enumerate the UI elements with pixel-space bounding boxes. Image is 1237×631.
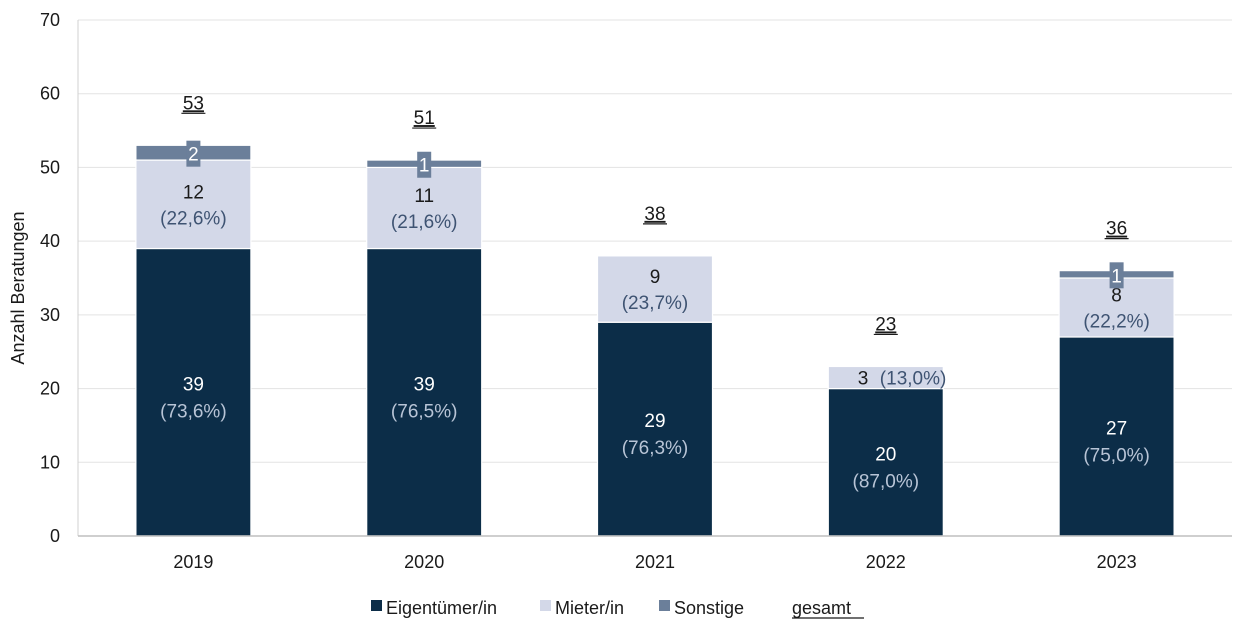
owner-percent-label: (87,0%) [853, 471, 920, 492]
tenant-percent-label: (21,6%) [391, 212, 458, 233]
tenant-value-label: 12 [183, 182, 204, 203]
owner-value-label: 20 [875, 444, 896, 465]
y-tick-label: 10 [40, 452, 60, 472]
legend-swatch [659, 600, 670, 611]
bar-segment-owner [827, 387, 944, 537]
owner-percent-label: (76,5%) [391, 401, 458, 422]
tenant-percent-label: (22,6%) [160, 208, 227, 229]
legend-item: Sonstige [659, 598, 744, 618]
bar-segment-tenant [366, 166, 483, 250]
tenant-percent-label: (23,7%) [622, 293, 689, 314]
other-label-box [417, 151, 432, 178]
legend-label: gesamt [792, 598, 851, 618]
bar-segment-tenant [827, 365, 944, 390]
tenant-value-label: 11 [414, 186, 434, 207]
owner-value-label: 39 [183, 374, 204, 395]
legend-swatch [540, 600, 551, 611]
y-tick-label: 20 [40, 379, 60, 399]
x-tick-label: 2023 [1097, 552, 1137, 572]
y-tick-label: 50 [40, 157, 60, 177]
x-tick-label: 2020 [404, 552, 444, 572]
tenant-value-label: 8 [1111, 285, 1122, 306]
bar-segment-tenant [135, 159, 252, 250]
legend-label: Sonstige [674, 598, 744, 618]
y-tick-label: 40 [40, 231, 60, 251]
total-label: 38 [644, 204, 665, 225]
legend-item: Eigentümer/in [371, 598, 497, 618]
other-label-box [186, 140, 201, 167]
data-labels: 39(73,6%)39(76,5%) 29(76,3%) 20(87,0%)27(7… [160, 93, 1150, 492]
legend-item: Mieter/in [540, 598, 624, 618]
y-tick-label: 60 [40, 84, 60, 104]
x-tick-label: 2022 [866, 552, 906, 572]
legend-item: gesamt [792, 598, 864, 619]
tenant-value-label: 9 [650, 267, 661, 288]
legend-label: Eigentümer/in [386, 598, 497, 618]
total-label: 53 [183, 93, 204, 114]
other-label-box [1109, 262, 1124, 289]
y-tick-label: 0 [50, 526, 60, 546]
total-label: 23 [875, 314, 896, 335]
legend-label: Mieter/in [555, 598, 624, 618]
tenant-value-label: 3 [858, 369, 869, 390]
x-tick-label: 2021 [635, 552, 675, 572]
bar-segment-tenant [596, 255, 714, 323]
owner-percent-label: (73,6%) [160, 401, 227, 422]
owner-value-label: 27 [1106, 418, 1127, 439]
owner-percent-label: (76,3%) [622, 438, 689, 459]
legend: Eigentümer/in Mieter/in Sonstige gesamt [371, 598, 864, 619]
total-label: 51 [414, 108, 435, 129]
y-tick-label: 30 [40, 305, 60, 325]
y-tick-label: 70 [40, 10, 60, 30]
other-value-label: 1 [419, 156, 430, 177]
other-value-label: 1 [1111, 266, 1122, 287]
tenant-percent-label: (13,0%) [880, 369, 947, 390]
y-axis-title: Anzahl Beratungen [8, 211, 28, 364]
other-value-label: 2 [188, 145, 199, 166]
x-tick-label: 2019 [173, 552, 213, 572]
bar-segment-owner [1058, 336, 1175, 537]
owner-value-label: 29 [644, 411, 665, 432]
legend-swatch [371, 600, 382, 611]
total-label: 36 [1106, 219, 1127, 240]
owner-percent-label: (75,0%) [1083, 445, 1150, 466]
tenant-percent-label: (22,2%) [1083, 311, 1150, 332]
owner-value-label: 39 [414, 374, 435, 395]
bar-segment-owner [596, 321, 714, 537]
